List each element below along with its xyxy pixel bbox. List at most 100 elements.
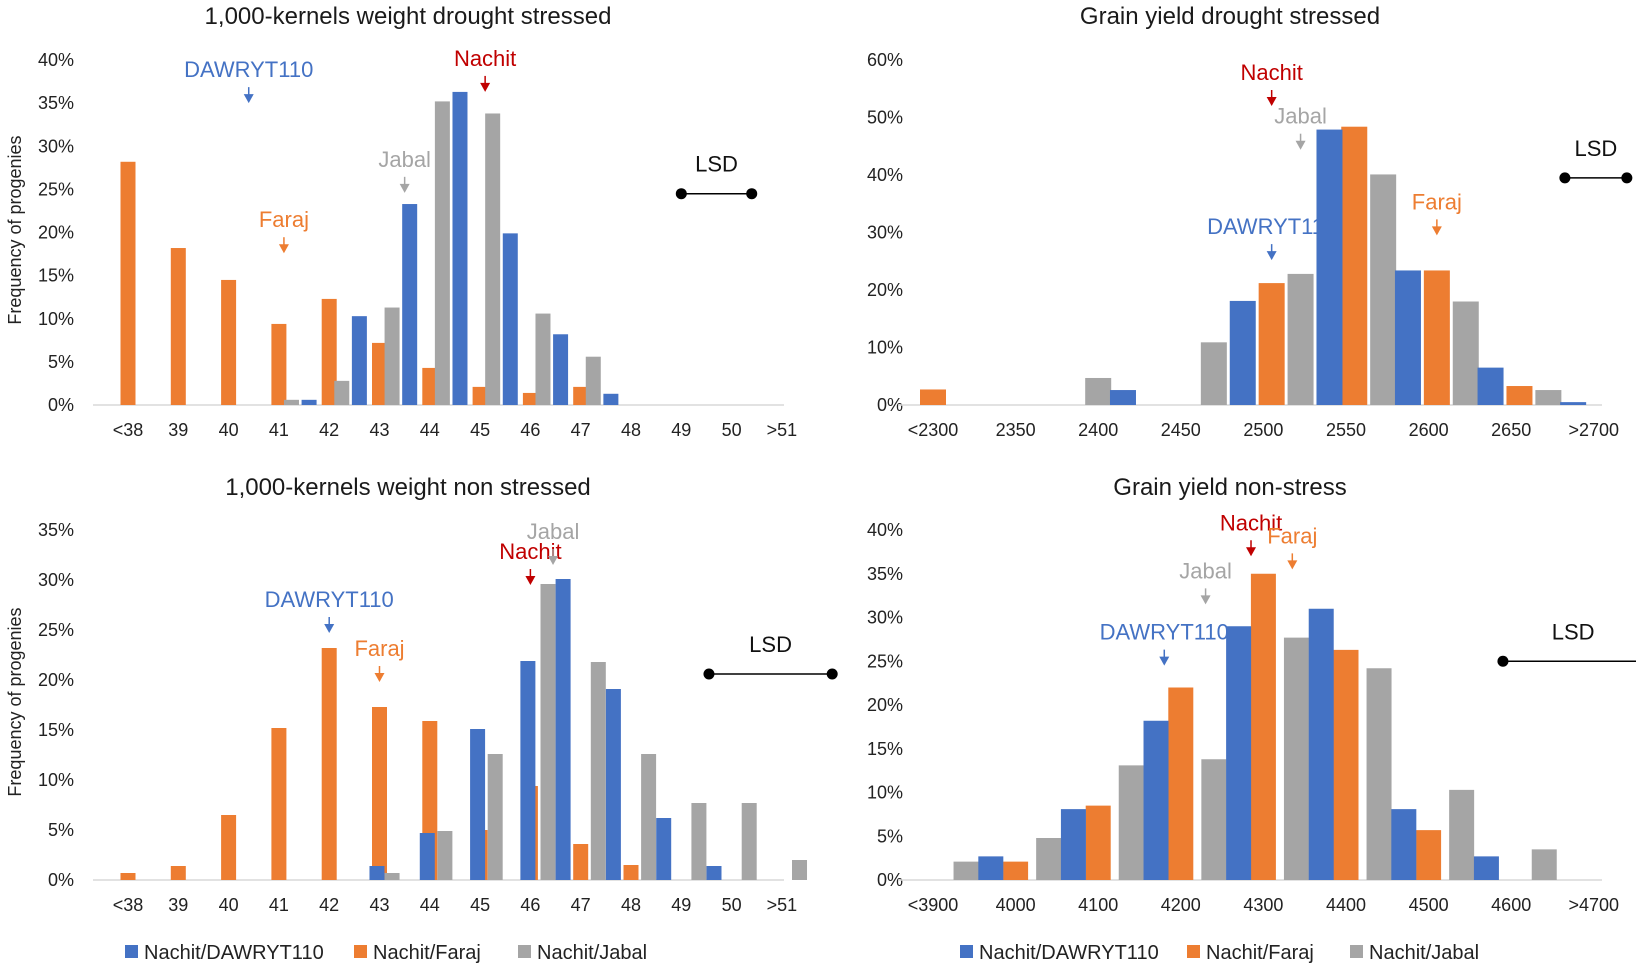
- bar: [221, 815, 237, 880]
- chart-title: 1,000-kernels weight non stressed: [225, 474, 591, 501]
- bar: [1060, 809, 1086, 880]
- y-tick-label: 40%: [867, 165, 903, 185]
- annotation-arrowhead: [480, 82, 491, 92]
- bar: [1452, 301, 1479, 405]
- annotation-arrowhead: [278, 244, 289, 254]
- bar: [351, 316, 367, 405]
- x-tick-label: 47: [571, 420, 591, 440]
- legend-left: Nachit/DAWRYT110 Nachit/Faraj Nachit/Jab…: [125, 942, 647, 964]
- bar: [953, 861, 979, 880]
- bar: [372, 707, 387, 880]
- x-tick-label: >51: [767, 420, 798, 440]
- annotation-label: Faraj: [1267, 523, 1317, 548]
- bar: [1531, 849, 1557, 880]
- x-tick-label: 39: [168, 895, 188, 915]
- bar: [1036, 838, 1062, 880]
- bar: [402, 204, 418, 405]
- bar: [1506, 386, 1533, 405]
- x-tick-label: 48: [621, 895, 641, 915]
- bar: [520, 661, 536, 880]
- bar: [603, 393, 619, 405]
- legend-label: Nachit/Jabal: [537, 942, 647, 964]
- bar: [1109, 390, 1136, 405]
- annotation-arrowhead: [1431, 226, 1442, 236]
- bar: [535, 313, 551, 405]
- bar: [271, 728, 287, 880]
- bar: [422, 367, 438, 405]
- bar: [419, 833, 435, 880]
- x-tick-label: 46: [520, 895, 540, 915]
- x-tick-label: <2300: [908, 420, 959, 440]
- x-tick-label: 50: [722, 420, 742, 440]
- bar: [1168, 687, 1194, 880]
- bar: [1226, 626, 1252, 880]
- y-tick-label: 35%: [38, 93, 74, 113]
- legend-swatch-faraj: [354, 945, 367, 958]
- x-tick-label: 45: [470, 895, 490, 915]
- bar: [120, 873, 136, 880]
- x-tick-label: >51: [767, 895, 798, 915]
- bar: [170, 248, 186, 405]
- x-tick-label: <3900: [908, 895, 959, 915]
- y-tick-label: 25%: [867, 651, 903, 671]
- bar: [369, 866, 385, 880]
- bar: [1229, 300, 1256, 405]
- legend-swatch-jabal: [1350, 945, 1363, 958]
- annotation-label: Faraj: [1412, 189, 1462, 214]
- annotation-arrowhead: [1159, 656, 1170, 666]
- x-tick-label: 40: [219, 420, 239, 440]
- x-tick-label: 46: [520, 420, 540, 440]
- x-tick-label: 41: [269, 420, 289, 440]
- y-tick-label: 40%: [38, 50, 74, 70]
- x-tick-label: 44: [420, 895, 440, 915]
- legend-swatch-faraj: [1187, 945, 1200, 958]
- x-tick-label: 42: [319, 895, 339, 915]
- y-tick-label: 0%: [48, 395, 74, 415]
- annotation-label: Nachit: [1240, 60, 1302, 85]
- x-tick-label: 49: [671, 420, 691, 440]
- bar: [1394, 270, 1421, 405]
- annotation-arrowhead: [525, 576, 536, 585]
- y-tick-label: 10%: [38, 770, 74, 790]
- y-tick-label: 5%: [48, 352, 74, 372]
- x-tick-label: 50: [722, 895, 742, 915]
- bar: [372, 342, 387, 405]
- lsd-endpoint: [826, 668, 838, 680]
- x-tick-label: 2650: [1491, 420, 1531, 440]
- y-tick-label: 20%: [38, 670, 74, 690]
- x-tick-label: 4200: [1161, 895, 1201, 915]
- bar: [1258, 283, 1285, 405]
- bar: [1085, 377, 1112, 405]
- legend-right: Nachit/DAWRYT110 Nachit/Faraj Nachit/Jab…: [960, 942, 1479, 964]
- bar: [487, 754, 503, 880]
- y-tick-label: 15%: [867, 739, 903, 759]
- annotation-label: Jabal: [527, 519, 580, 544]
- annotation-arrowhead: [374, 673, 385, 682]
- bar: [1118, 765, 1144, 880]
- y-tick-label: 20%: [867, 695, 903, 715]
- annotation-label: Faraj: [259, 207, 309, 232]
- annotation-arrowhead: [1200, 595, 1211, 605]
- bar: [384, 307, 400, 405]
- annotation-label: Jabal: [1274, 104, 1327, 129]
- x-tick-label: 40: [219, 895, 239, 915]
- bar: [706, 866, 722, 880]
- legend-label: Nachit/Faraj: [1206, 942, 1314, 964]
- bar: [470, 729, 486, 880]
- bar: [1560, 402, 1587, 405]
- bar: [1477, 367, 1504, 405]
- bar: [585, 356, 601, 405]
- annotation-label: Jabal: [1179, 558, 1232, 583]
- bar: [555, 579, 571, 880]
- bar: [605, 689, 621, 880]
- y-tick-label: 30%: [38, 570, 74, 590]
- bar: [170, 866, 186, 880]
- x-tick-label: 43: [369, 420, 389, 440]
- bar: [1283, 637, 1309, 880]
- bar: [472, 386, 488, 405]
- lsd-endpoint: [1621, 172, 1633, 184]
- bar: [1003, 861, 1029, 880]
- bar: [641, 754, 657, 880]
- legend-label: Nachit/DAWRYT110: [144, 942, 324, 964]
